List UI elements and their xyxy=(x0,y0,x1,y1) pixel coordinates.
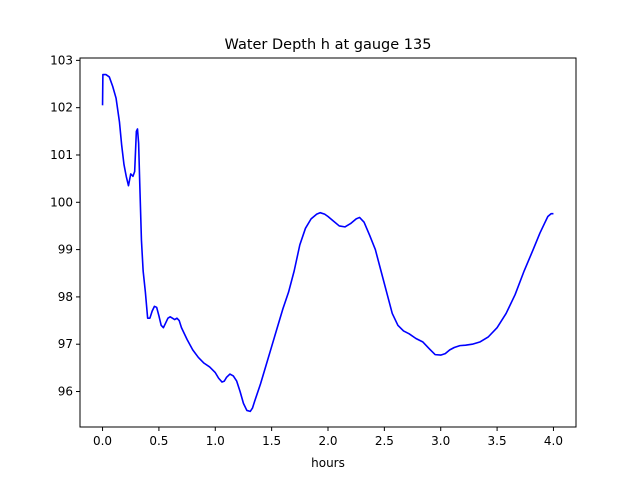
y-tick-label: 100 xyxy=(50,195,73,209)
x-tick-label: 3.0 xyxy=(431,434,450,448)
x-tick-label: 3.5 xyxy=(488,434,507,448)
y-tick-label: 102 xyxy=(50,101,73,115)
x-tick-label: 0.0 xyxy=(93,434,112,448)
series-line-0 xyxy=(101,73,554,413)
y-tick-label: 96 xyxy=(58,385,73,399)
y-tick-label: 97 xyxy=(58,337,73,351)
x-tick-label: 4.0 xyxy=(544,434,563,448)
x-tick-label: 2.0 xyxy=(318,434,337,448)
axes-frame xyxy=(79,57,577,428)
chart-title: Water Depth h at gauge 135 xyxy=(225,37,432,53)
x-tick-label: 0.5 xyxy=(149,434,168,448)
plot-area xyxy=(101,73,554,413)
y-tick-label: 98 xyxy=(58,290,73,304)
y-axis-ticks: 96 97 98 99 100 101 102 103 xyxy=(50,53,80,399)
y-tick-label: 103 xyxy=(50,53,73,67)
y-tick-label: 101 xyxy=(50,148,73,162)
x-tick-label: 2.5 xyxy=(375,434,394,448)
x-axis-ticks: 0.0 0.5 1.0 1.5 2.0 2.5 3.0 3.5 4.0 xyxy=(93,427,563,448)
x-axis-label: hours xyxy=(311,456,345,470)
y-tick-label: 99 xyxy=(58,243,73,257)
x-tick-label: 1.5 xyxy=(262,434,281,448)
x-tick-label: 1.0 xyxy=(206,434,225,448)
